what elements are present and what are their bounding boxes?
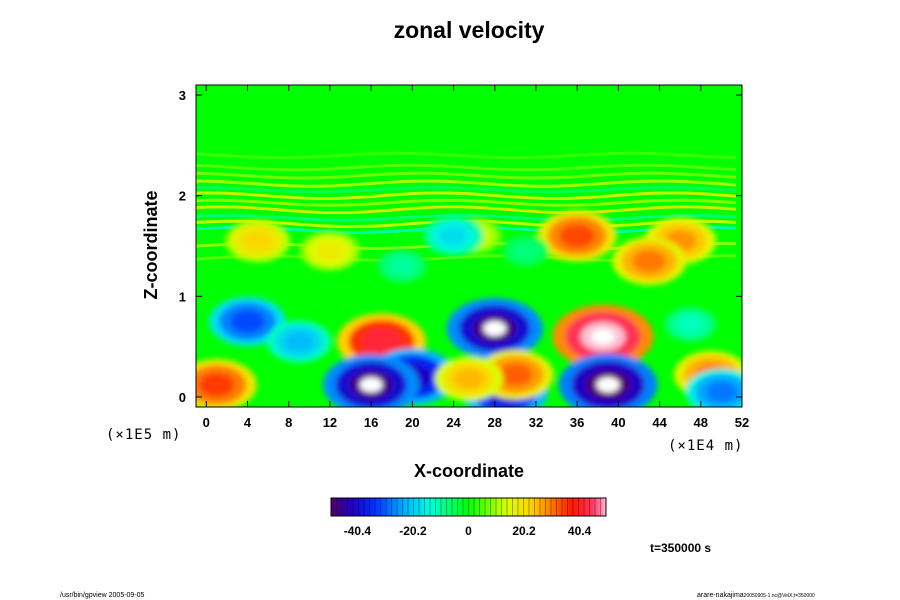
plot-frame [195, 84, 743, 408]
x-tick-label: 36 [570, 415, 584, 430]
heatmap-cell-core [243, 231, 273, 251]
y-axis-label: Z-coordinate [141, 190, 161, 299]
heatmap-cell-core [198, 372, 235, 397]
x-tick-label: 20 [405, 415, 419, 430]
heatmap-band [196, 151, 737, 160]
heatmap-cell-core [284, 331, 314, 352]
y-tick-label: 2 [179, 189, 186, 204]
heatmap-cell-core [390, 258, 414, 274]
colorbar-tick-label: -40.4 [344, 524, 372, 538]
heatmap-band [196, 171, 737, 180]
heatmap-band [196, 163, 737, 172]
footer-right-main: arare-nakajima [697, 592, 744, 599]
heatmap-cell-core [515, 243, 537, 259]
x-tick-label: 0 [203, 415, 210, 430]
heatmap-band [196, 179, 737, 188]
heatmap-band [196, 205, 737, 215]
x-tick-label: 40 [611, 415, 625, 430]
chart-title: zonal velocity [394, 17, 545, 43]
colorbar-ticks: -40.4 -20.2 0 20.2 40.4 [344, 524, 592, 538]
y-scale-note: (×1E5 m) [106, 427, 181, 443]
heatmap-cell-core [316, 242, 344, 261]
colorbar-tick-label: 40.4 [568, 524, 592, 538]
heatmap-band [196, 213, 737, 222]
footer-right-small: 20050905-1.nc@VelX,t=350000 [744, 593, 815, 599]
heatmap-cell-core [498, 363, 533, 387]
heatmap-cell-saturated [596, 377, 620, 393]
heatmap-cell-core [559, 224, 595, 248]
time-label: t=350000 s [650, 541, 711, 555]
heatmap-band [196, 198, 737, 207]
y-tick-label: 0 [179, 390, 186, 405]
heatmap-cell-core [361, 328, 402, 355]
footer-left: /usr/bin/gpview 2005-09-05 [60, 592, 145, 599]
y-tick-label: 3 [179, 88, 186, 103]
x-tick-label: 4 [244, 415, 252, 430]
x-tick-label: 32 [529, 415, 543, 430]
y-axis-ticks: 0 1 2 3 [179, 88, 742, 405]
x-tick-label: 16 [364, 415, 378, 430]
colorbar-stripes [336, 498, 601, 516]
heatmap-cell-core [705, 381, 738, 403]
heatmap-cell-saturated [359, 377, 383, 393]
x-tick-label: 48 [694, 415, 708, 430]
colorbar-tick-label: -20.2 [399, 524, 427, 538]
heatmap-features [196, 210, 742, 407]
x-axis-label: X-coordinate [414, 461, 524, 481]
heatmap-cell-core [453, 368, 485, 390]
colorbar: -40.4 -20.2 0 20.2 40.4 [330, 497, 607, 538]
x-axis-ticks: 0 4 8 12 16 20 24 28 32 36 40 44 48 52 [203, 85, 749, 430]
heatmap-cell-core [440, 226, 467, 245]
x-scale-note: (×1E4 m) [668, 438, 743, 454]
y-tick-label: 1 [179, 289, 186, 304]
x-tick-label: 44 [652, 415, 667, 430]
heatmap-cell-core [678, 316, 703, 333]
heatmap-cell-saturated [483, 321, 507, 337]
x-tick-label: 12 [323, 415, 337, 430]
heatmap-band [196, 185, 737, 194]
footer-right: arare-nakajima20050905-1.nc@VelX,t=35000… [697, 592, 815, 599]
colorbar-tick-label: 0 [465, 524, 472, 538]
x-tick-label: 28 [488, 415, 502, 430]
heatmap-cell-saturated [590, 328, 615, 345]
x-tick-label: 24 [446, 415, 461, 430]
x-tick-label: 8 [285, 415, 292, 430]
x-tick-label: 52 [735, 415, 749, 430]
heatmap-band [196, 191, 737, 200]
heatmap-cell-core [230, 310, 265, 333]
colorbar-frame [330, 497, 607, 517]
colorbar-tick-label: 20.2 [512, 524, 536, 538]
heatmap-cell-core [632, 250, 666, 273]
